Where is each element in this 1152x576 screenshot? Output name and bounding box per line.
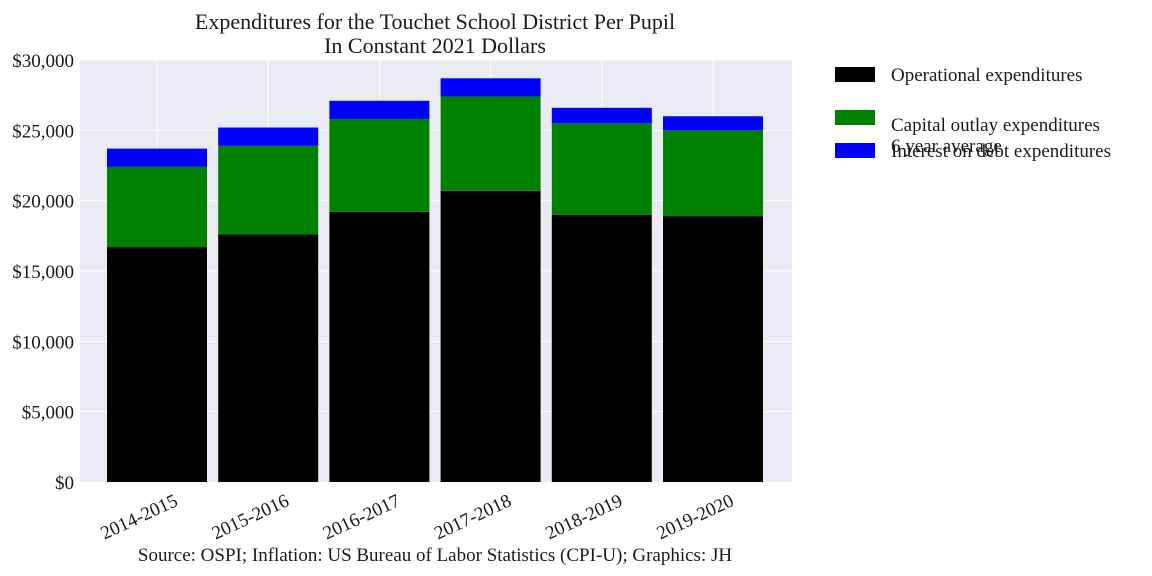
- bar-2016-2017-series-2: [329, 100, 430, 120]
- chart-title-line1: Expenditures for the Touchet School Dist…: [195, 9, 675, 34]
- legend-swatch-1: [835, 110, 875, 125]
- x-axis: 2014-2015 2015-2016 2016-2017 2017-2018 2018…: [98, 490, 737, 544]
- x-tick-label: 2016-2017: [320, 490, 403, 544]
- plot-area: [80, 59, 792, 483]
- legend-label-1: 6 year average: [891, 136, 1002, 157]
- bar-2017-2018-series-1: [440, 96, 541, 191]
- legend: Operational expenditures Capital outlay e…: [835, 65, 1111, 162]
- y-tick-label: $30,000: [12, 51, 74, 72]
- legend-label-0: Operational expenditures: [891, 65, 1083, 86]
- x-tick-label: 2015-2016: [209, 490, 292, 544]
- y-tick-label: $10,000: [12, 332, 74, 353]
- x-tick-label: 2014-2015: [98, 490, 181, 544]
- bar-2015-2016-series-2: [218, 127, 319, 146]
- legend-swatch-2: [835, 143, 875, 158]
- bar-2015-2016-series-0: [218, 234, 319, 482]
- x-tick-label: 2018-2019: [542, 490, 625, 544]
- bar-2014-2015-series-0: [107, 247, 207, 482]
- bar-2019-2020-series-1: [663, 130, 763, 217]
- y-axis: $0 $5,000 $10,000 $15,000 $20,000 $25,000 $30,…: [12, 51, 74, 494]
- bar-2019-2020-series-0: [663, 216, 763, 482]
- chart-title-line2: In Constant 2021 Dollars: [324, 33, 546, 58]
- legend-swatch-0: [835, 67, 875, 82]
- bar-2018-2019-series-1: [551, 123, 652, 215]
- legend-label-1: Capital outlay expenditures: [891, 115, 1100, 136]
- y-tick-label: $0: [55, 473, 74, 494]
- bar-2017-2018-series-0: [440, 190, 541, 482]
- x-tick-label: 2017-2018: [431, 490, 514, 544]
- bar-2014-2015-series-1: [107, 166, 207, 248]
- y-tick-label: $15,000: [12, 262, 74, 283]
- legend-label-2: Interest on debt expenditures: [891, 141, 1111, 162]
- bar-2014-2015-series-2: [107, 148, 207, 167]
- bar-2017-2018-series-2: [440, 78, 541, 97]
- y-tick-label: $25,000: [12, 121, 74, 142]
- x-tick-label: 2019-2020: [654, 490, 737, 544]
- bar-2019-2020-series-2: [663, 116, 763, 131]
- y-tick-label: $5,000: [22, 403, 74, 424]
- y-tick-label: $20,000: [12, 192, 74, 213]
- bar-2016-2017-series-1: [329, 119, 430, 212]
- bar-2018-2019-series-2: [551, 107, 652, 124]
- bar-2015-2016-series-1: [218, 145, 319, 235]
- source-note: Source: OSPI; Inflation: US Bureau of La…: [138, 545, 732, 566]
- bar-2018-2019-series-0: [551, 214, 652, 482]
- bar-2016-2017-series-0: [329, 211, 430, 483]
